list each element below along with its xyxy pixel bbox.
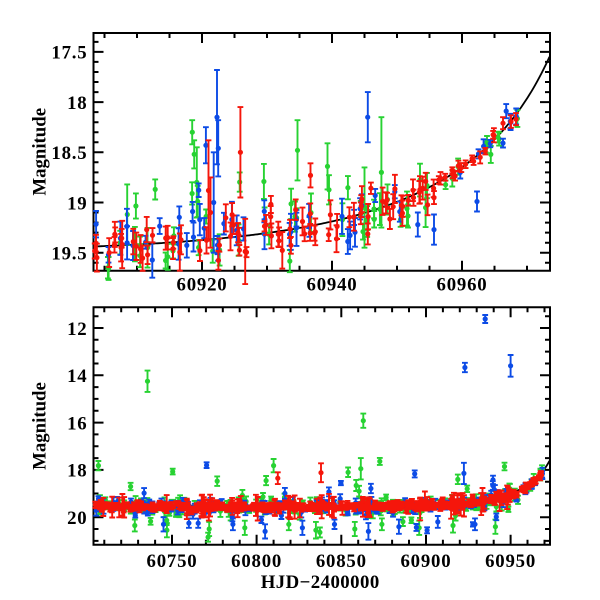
svg-text:14: 14 [67,366,87,387]
svg-text:12: 12 [67,319,87,340]
svg-text:20: 20 [67,508,87,529]
svg-text:18: 18 [67,461,87,482]
svg-text:Magnitude: Magnitude [30,108,51,196]
svg-text:60950: 60950 [485,551,536,572]
svg-text:Magnitude: Magnitude [30,382,51,470]
svg-text:60850: 60850 [316,551,367,572]
svg-text:16: 16 [67,413,87,434]
svg-text:19: 19 [67,193,87,214]
svg-text:60900: 60900 [400,551,451,572]
svg-text:60750: 60750 [147,551,198,572]
svg-text:18: 18 [67,93,87,114]
svg-text:60960: 60960 [437,275,488,296]
svg-text:18.5: 18.5 [51,143,87,164]
svg-text:HJD−2400000: HJD−2400000 [261,572,380,593]
svg-text:60920: 60920 [177,275,228,296]
svg-text:60800: 60800 [231,551,282,572]
svg-text:17.5: 17.5 [51,43,87,64]
svg-text:19.5: 19.5 [51,244,87,265]
svg-text:60940: 60940 [307,275,358,296]
